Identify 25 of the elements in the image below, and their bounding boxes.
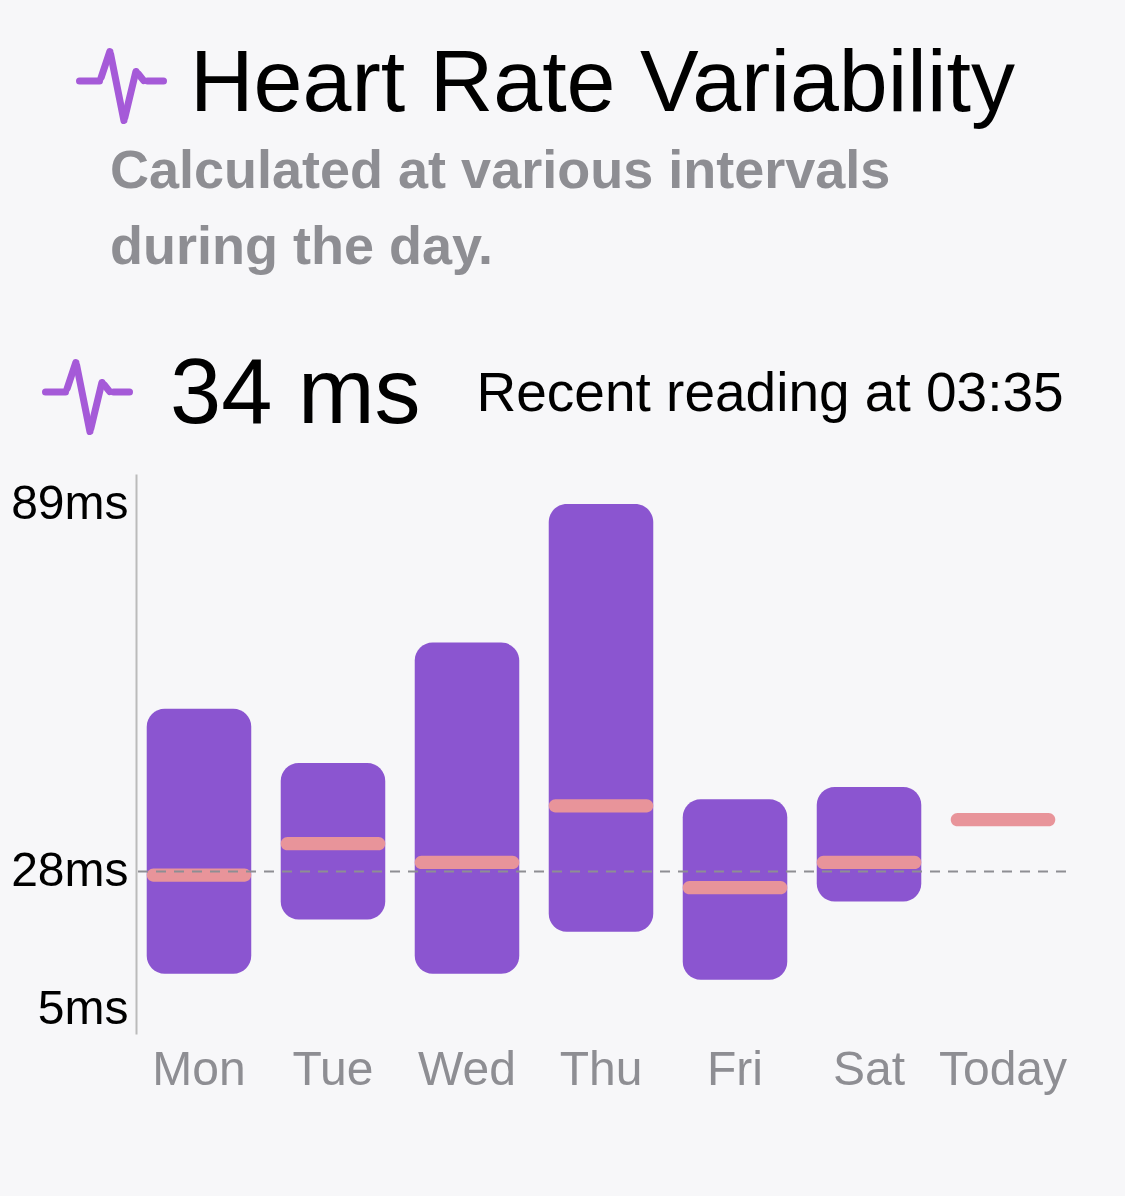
x-tick-label: Fri (707, 1041, 763, 1095)
bar (548, 799, 654, 813)
x-tick-label: Mon (152, 1041, 246, 1095)
bar (950, 813, 1056, 827)
x-tick-label: Tue (292, 1041, 374, 1095)
bar (816, 855, 922, 870)
x-tick-label: Sat (832, 1041, 906, 1095)
bar (414, 642, 520, 974)
x-tick-label: Thu (559, 1041, 643, 1095)
y-tick-label: 89ms (11, 475, 129, 529)
bar (682, 799, 788, 980)
x-tick-label: Today (938, 1041, 1068, 1095)
bar (682, 881, 788, 895)
text: 34 ms (170, 339, 421, 445)
bar (146, 709, 252, 974)
x-tick-label: Wed (418, 1041, 516, 1095)
bar (414, 855, 520, 870)
chart-subtitle: Calculated at various intervals during the day. (110, 138, 892, 277)
bar (280, 763, 386, 920)
bar (548, 504, 654, 932)
bar (280, 837, 386, 851)
chart-title: Heart Rate Variability (190, 30, 1015, 132)
y-tick-label: 28ms (11, 843, 129, 897)
y-tick-label: 5ms (37, 981, 129, 1035)
text: Recent reading at 03:35 (476, 359, 1064, 424)
